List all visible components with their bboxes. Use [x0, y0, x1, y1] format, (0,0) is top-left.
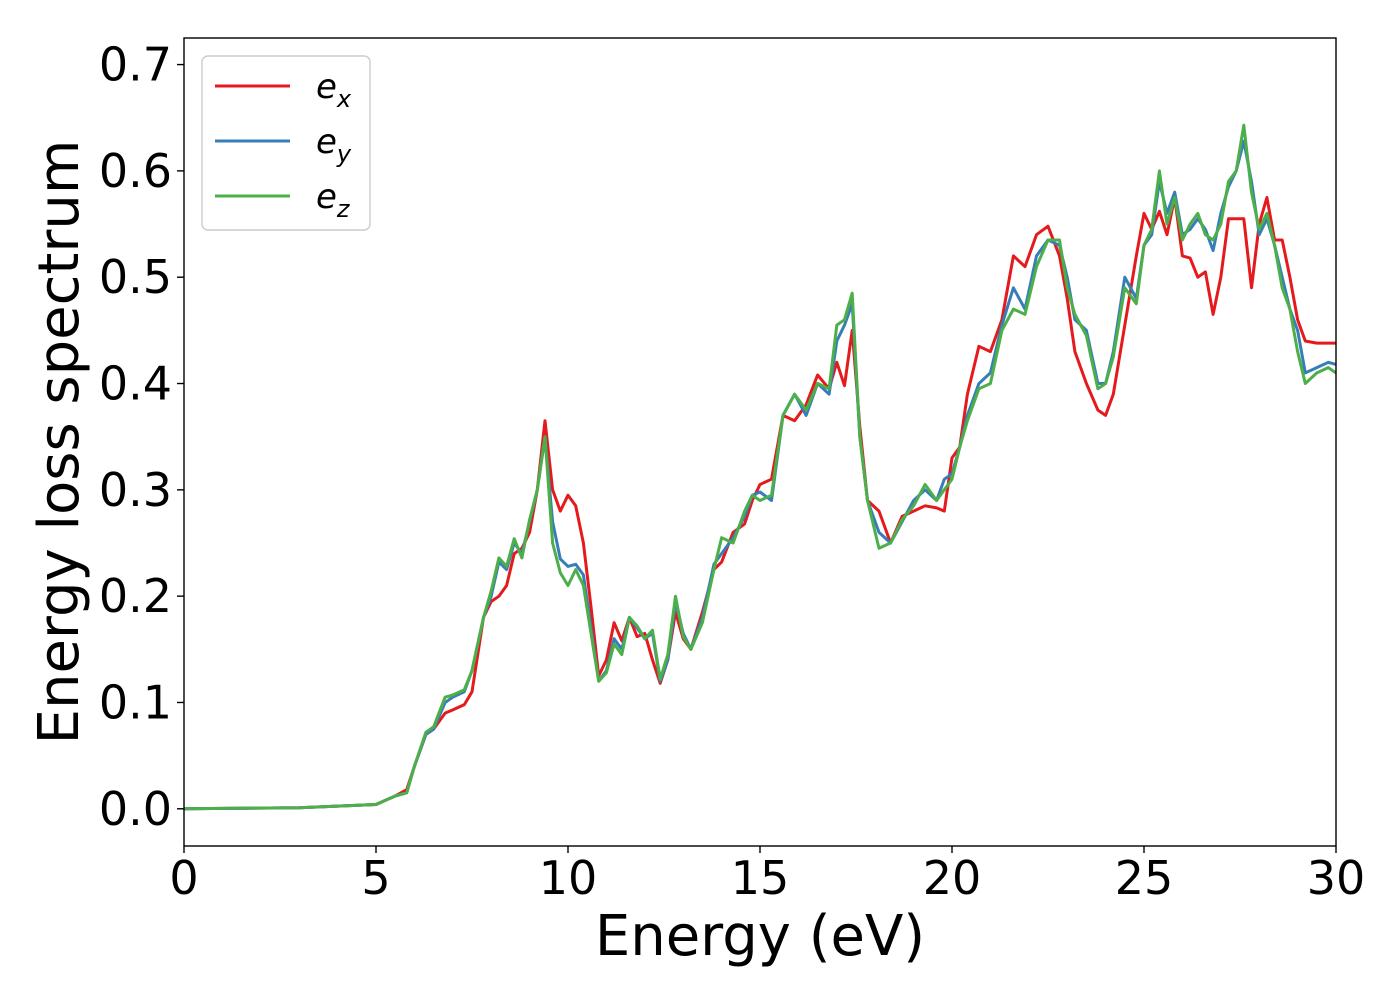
- legend-label-y: ey: [316, 122, 352, 168]
- series-line-y: [184, 139, 1336, 811]
- y-tick-label: 0.5: [99, 250, 172, 304]
- x-tick-label: 10: [539, 851, 598, 905]
- ticks-layer: 0 5 10 15 20 25 30 0.0 0.1 0.2 0.3 0.4 0.5 0.6 0.7: [99, 38, 1365, 905]
- y-tick-label: 0.3: [99, 463, 172, 517]
- x-tick-label: 0: [169, 851, 198, 905]
- x-tick-label: 25: [1115, 851, 1174, 905]
- y-tick-label: 0.7: [99, 38, 172, 92]
- series-line-x: [184, 196, 1336, 811]
- y-tick-label: 0.6: [99, 144, 172, 198]
- x-tick-label: 30: [1307, 851, 1366, 905]
- series-layer: [184, 123, 1336, 811]
- series-line-z: [184, 123, 1336, 811]
- y-tick-label: 0.0: [99, 782, 172, 836]
- y-tick-label: 0.4: [99, 357, 172, 411]
- x-axis-title: Energy (eV): [595, 904, 925, 969]
- y-tick-label: 0.2: [99, 569, 172, 623]
- x-tick-label: 5: [361, 851, 390, 905]
- legend-label-x: ex: [316, 67, 352, 113]
- legend-box: [201, 55, 371, 231]
- y-tick-label: 0.1: [99, 675, 172, 729]
- y-axis-title: Energy loss spectrum: [27, 140, 92, 745]
- x-tick-label: 20: [923, 851, 982, 905]
- x-tick-label: 15: [731, 851, 790, 905]
